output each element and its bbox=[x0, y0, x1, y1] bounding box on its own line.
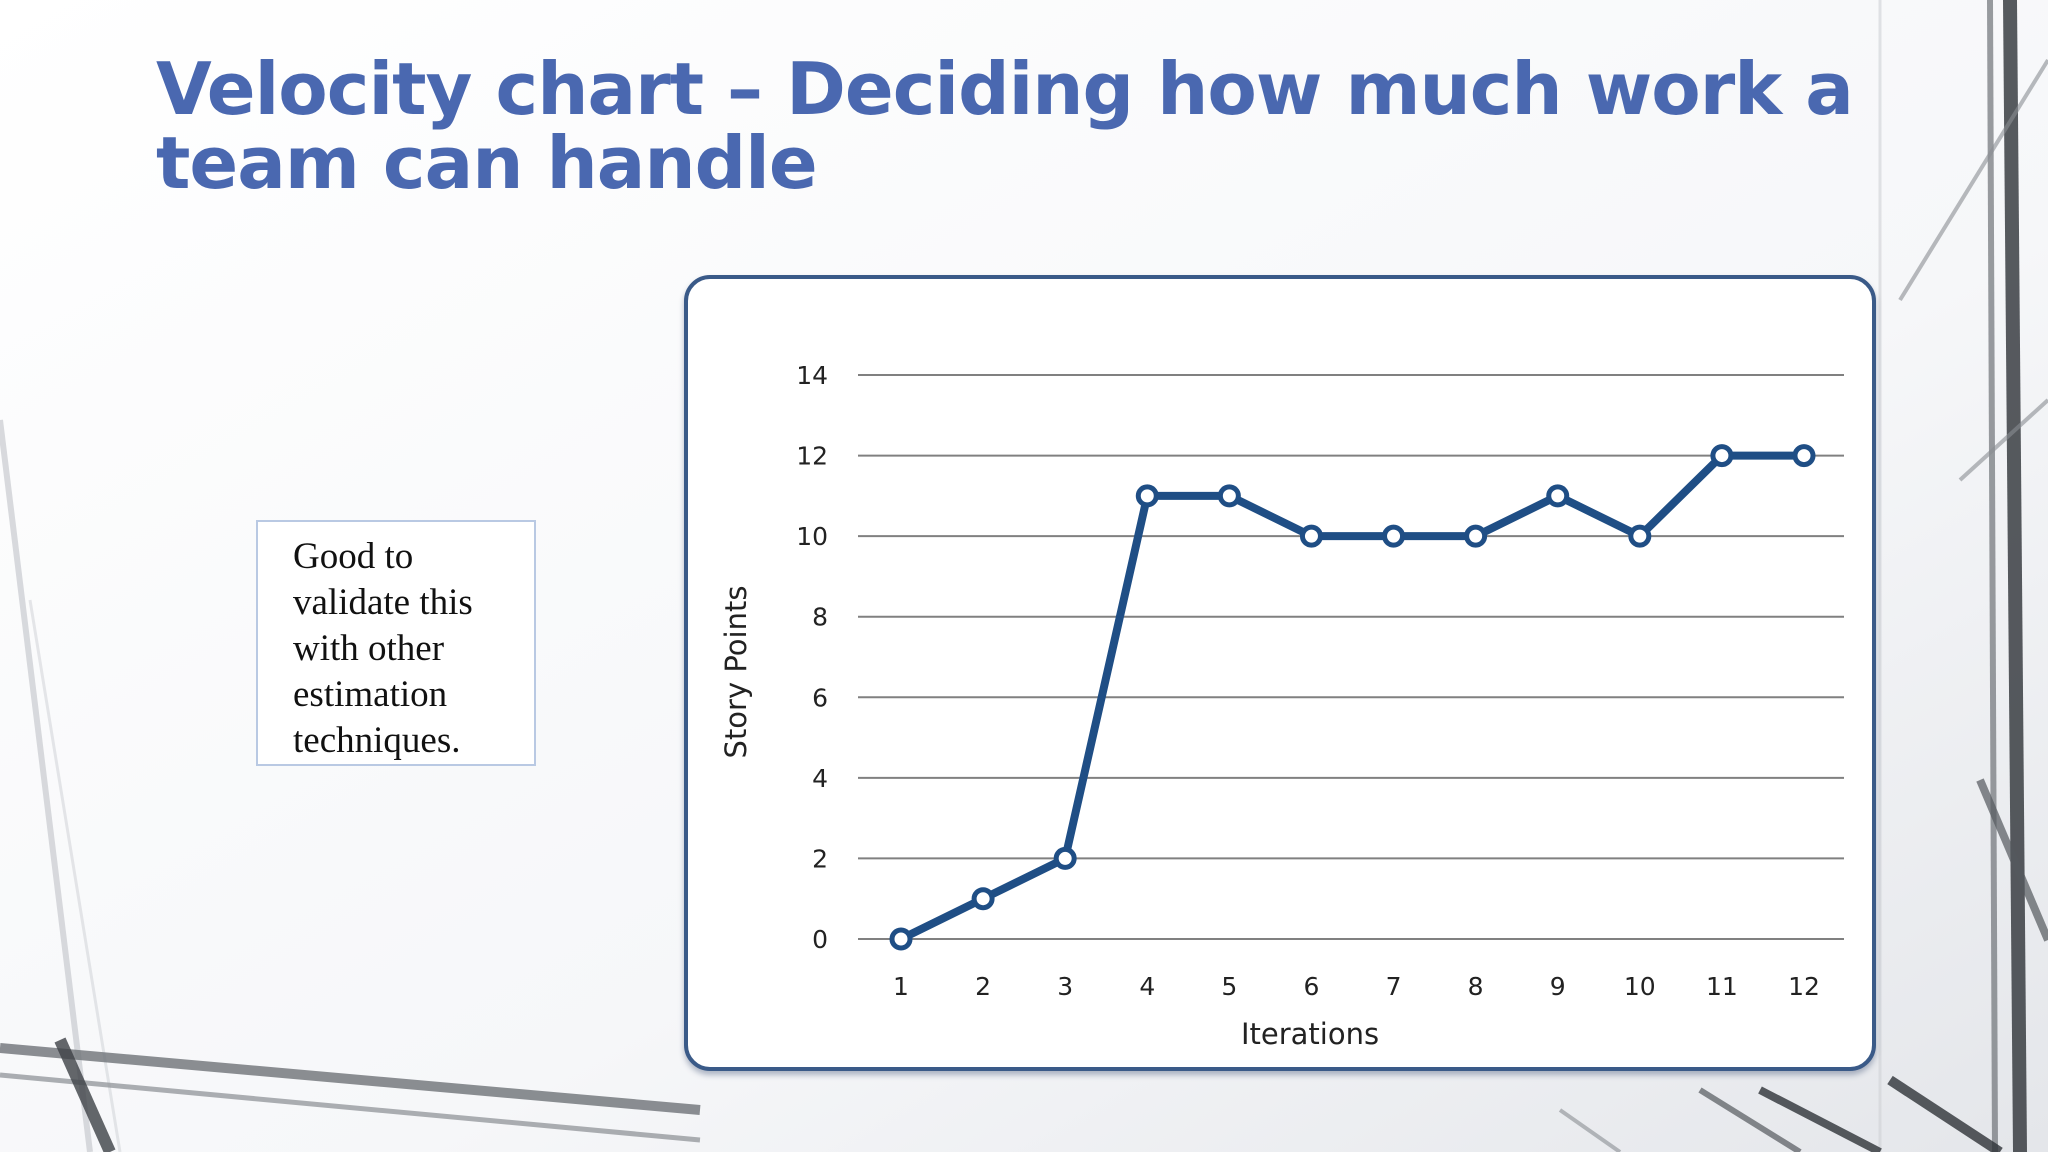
x-tick-label-11: 11 bbox=[1706, 972, 1738, 1001]
data-point-9 bbox=[1546, 484, 1570, 508]
data-point-2 bbox=[971, 887, 995, 911]
x-tick-label-1: 1 bbox=[893, 972, 909, 1001]
x-tick-label-3: 3 bbox=[1057, 972, 1073, 1001]
data-point-6 bbox=[1299, 524, 1323, 548]
y-tick-label-8: 8 bbox=[812, 603, 828, 632]
data-point-1 bbox=[889, 927, 913, 951]
data-point-12 bbox=[1792, 444, 1816, 468]
x-tick-label-10: 10 bbox=[1624, 972, 1656, 1001]
x-tick-label-6: 6 bbox=[1304, 972, 1320, 1001]
data-point-5 bbox=[1217, 484, 1241, 508]
x-tick-label-2: 2 bbox=[975, 972, 991, 1001]
data-point-3 bbox=[1053, 846, 1077, 870]
x-axis-ticks: 1 2 3 4 5 6 7 8 9 10 11 12 bbox=[893, 972, 1820, 1001]
x-tick-label-8: 8 bbox=[1468, 972, 1484, 1001]
data-point-8 bbox=[1464, 524, 1488, 548]
y-tick-label-2: 2 bbox=[812, 844, 828, 873]
x-tick-label-7: 7 bbox=[1386, 972, 1402, 1001]
y-tick-label-10: 10 bbox=[796, 522, 828, 551]
y-tick-label-4: 4 bbox=[812, 764, 828, 793]
chart-frame: 0 2 4 6 8 10 12 14 1 2 3 4 5 6 7 8 9 10 11 12 Story Points… bbox=[684, 275, 1876, 1071]
note-textbox: Good to validate this with other estimat… bbox=[256, 520, 536, 766]
data-point-4 bbox=[1135, 484, 1159, 508]
y-tick-label-12: 12 bbox=[796, 442, 828, 471]
slide-title: Velocity chart – Deciding how much work … bbox=[156, 47, 1854, 205]
series-line-0 bbox=[897, 451, 1808, 943]
data-point-10 bbox=[1628, 524, 1652, 548]
x-tick-label-4: 4 bbox=[1139, 972, 1155, 1001]
y-axis-title: Story Points bbox=[719, 586, 753, 759]
x-tick-label-5: 5 bbox=[1221, 972, 1237, 1001]
x-axis-title: Iterations bbox=[1241, 1017, 1379, 1051]
series-layer bbox=[889, 444, 1816, 951]
data-point-7 bbox=[1382, 524, 1406, 548]
grid-layer bbox=[858, 374, 1844, 940]
y-tick-label-14: 14 bbox=[796, 361, 828, 390]
data-point-11 bbox=[1710, 444, 1734, 468]
y-axis-ticks: 0 2 4 6 8 10 12 14 bbox=[796, 361, 828, 954]
x-tick-label-9: 9 bbox=[1550, 972, 1566, 1001]
y-tick-label-0: 0 bbox=[812, 925, 828, 954]
y-tick-label-6: 6 bbox=[812, 683, 828, 712]
note-text: Good to validate this with other estimat… bbox=[293, 536, 473, 761]
x-tick-label-12: 12 bbox=[1788, 972, 1820, 1001]
